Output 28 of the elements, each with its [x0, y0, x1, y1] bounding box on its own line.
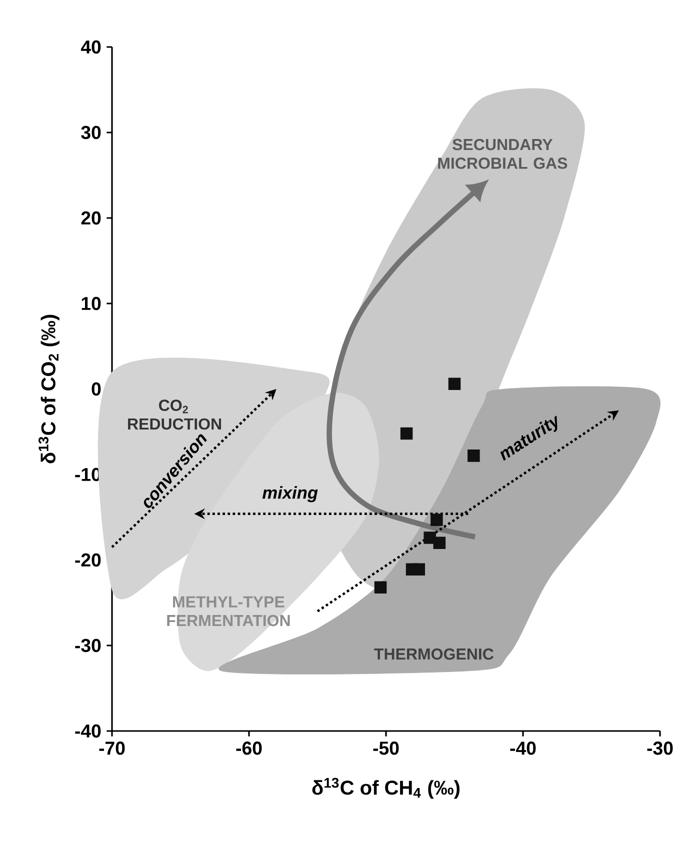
point [468, 450, 480, 462]
y-tick-label: 20 [81, 211, 101, 225]
annotation: THERMOGENIC [374, 648, 494, 660]
point [424, 532, 436, 544]
x-tick-label: -40 [510, 742, 536, 755]
point [430, 514, 443, 526]
point [400, 427, 413, 440]
annotation: mixing [262, 486, 318, 502]
point [374, 581, 387, 594]
x-tick-label: -50 [373, 742, 399, 755]
point [448, 378, 461, 390]
y-tick-label: 10 [82, 296, 101, 310]
point [433, 536, 446, 550]
x-tick-label: -70 [99, 742, 125, 755]
y-tick-label: 30 [81, 126, 101, 140]
y-tick-label: 40 [80, 40, 101, 54]
y-axis-title: δ$^{13}$C of CO$_{2}$ (‰) [38, 314, 60, 464]
annotation: SECUNDARY MICROBIAL GAS [438, 138, 568, 169]
x-tick-label: -30 [647, 742, 673, 755]
y-tick-label: -20 [75, 553, 101, 567]
y-tick-label: 0 [92, 382, 101, 396]
annotation: CO$_{2}$ REDUCTION [128, 400, 222, 430]
point [412, 563, 426, 576]
y-tick-label: -40 [75, 724, 101, 738]
annotation: METHYL-TYPE FERMENTATION [167, 596, 290, 626]
x-axis-title: δ$^{13}$C of CH$_{4}$ (‰) [312, 778, 460, 799]
x-tick-label: -60 [236, 742, 262, 755]
y-tick-label: -30 [75, 638, 101, 652]
